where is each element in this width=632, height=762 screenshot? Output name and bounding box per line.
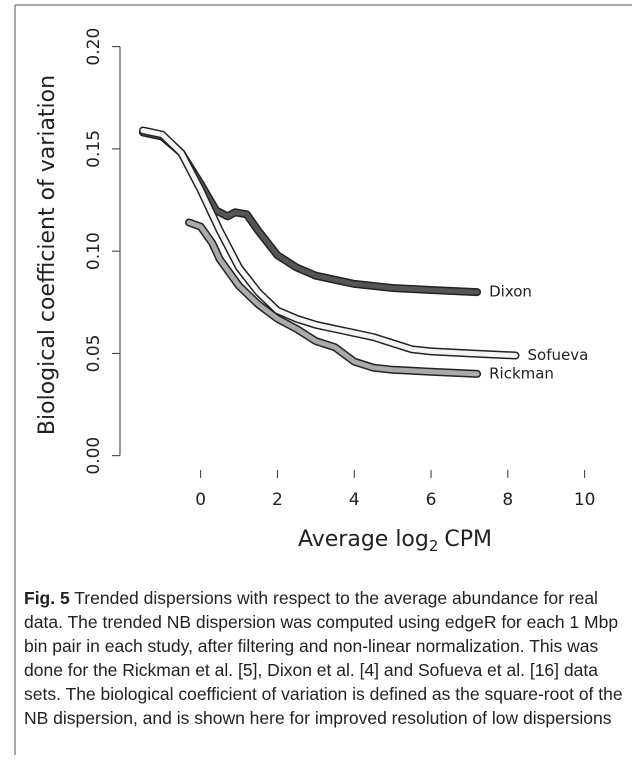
x-tick-label: 10 [574,490,596,510]
x-label-sub: 2 [429,537,439,555]
line-outline [139,128,482,297]
x-axis-label: Average log2 CPM [298,527,492,555]
x-tick-label: 0 [195,490,206,510]
x-tick-label: 4 [349,490,360,510]
y-tick-label: 0.00 [84,437,104,475]
y-tick-label: 0.05 [84,334,104,372]
line [140,128,518,358]
line [186,220,480,377]
caption-text: Trended dispersions with respect to the … [24,588,623,728]
line-outline [139,126,520,360]
y-tick-label: 0.15 [84,130,104,168]
y-tick-label: 0.20 [84,28,104,66]
x-label-part: Average log [298,527,429,552]
y-tick-label: 0.10 [84,232,104,270]
y-axis-label: Biological coefficient of variation [35,75,60,435]
x-tick-label: 6 [426,490,437,510]
series-label: Sofueva [528,346,589,364]
series-label: Rickman [489,364,554,382]
x-label-part: CPM [444,527,492,552]
caption-label: Fig. 5 [24,588,70,608]
line [140,130,480,295]
series-label: Dixon [489,283,532,301]
caption: Fig. 5 Trended dispersions with respect … [24,586,624,730]
x-tick-label: 2 [272,490,283,510]
x-tick-label: 8 [502,490,513,510]
